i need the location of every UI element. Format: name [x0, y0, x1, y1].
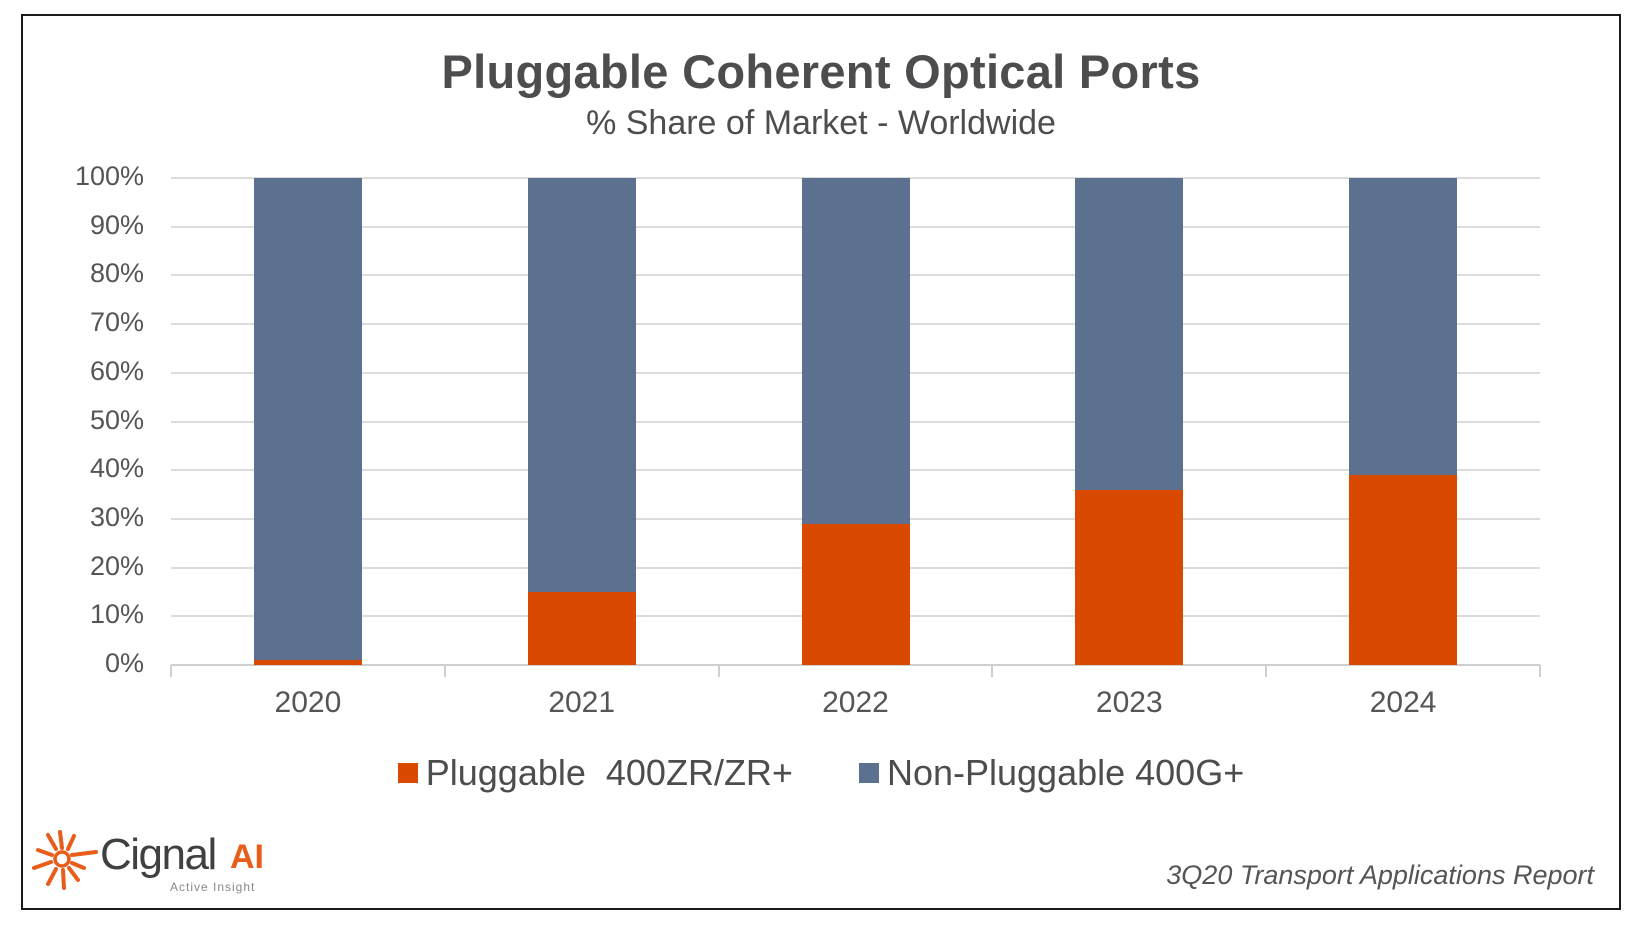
y-tick-label: 0% — [104, 648, 144, 678]
segment-non-pluggable — [527, 178, 636, 592]
y-tick-label: 60% — [89, 355, 144, 386]
legend: Pluggable 400ZR/ZR+ Non-Pluggable 400G+ — [0, 752, 1642, 794]
bar-2022 — [801, 178, 910, 665]
segment-pluggable — [1075, 489, 1184, 665]
x-tick-label: 2021 — [548, 686, 616, 719]
y-tick-label: 80% — [89, 258, 144, 289]
legend-item-pluggable: Pluggable 400ZR/ZR+ — [397, 752, 793, 794]
y-tick-label: 40% — [89, 453, 144, 484]
x-tick — [991, 665, 994, 677]
report-source: 3Q20 Transport Applications Report — [1166, 860, 1594, 890]
x-tick — [1539, 665, 1541, 677]
x-tick-label: 2023 — [1095, 686, 1163, 719]
sunburst-icon — [32, 830, 98, 890]
gridline — [171, 177, 1540, 179]
y-tick-label: 100% — [74, 161, 144, 191]
x-tick — [1265, 665, 1268, 677]
segment-pluggable — [527, 591, 636, 665]
x-tick — [170, 665, 172, 677]
segment-pluggable — [253, 660, 362, 665]
segment-non-pluggable — [1075, 178, 1184, 490]
x-axis-line — [171, 664, 1540, 666]
legend-label-non-pluggable: Non-Pluggable 400G+ — [886, 752, 1245, 793]
legend-label-pluggable: Pluggable 400ZR/ZR+ — [425, 752, 793, 793]
x-tick — [443, 665, 446, 677]
chart-title: Pluggable Coherent Optical Ports — [441, 45, 1201, 98]
bar-2023 — [1075, 178, 1184, 665]
y-tick-label: 50% — [89, 404, 144, 435]
x-tick-label: 2020 — [274, 686, 342, 719]
segment-non-pluggable — [1349, 178, 1458, 476]
logo-wordmark: Cignal — [100, 830, 217, 879]
y-tick-label: 10% — [89, 599, 144, 630]
segment-pluggable — [1349, 475, 1458, 665]
logo-ai: AI — [230, 838, 264, 876]
x-tick — [717, 665, 720, 677]
segment-non-pluggable — [801, 178, 910, 524]
x-tick-label: 2022 — [822, 686, 889, 719]
legend-swatch-pluggable — [397, 763, 418, 783]
y-tick-label: 20% — [89, 550, 144, 581]
plot-area — [170, 177, 1541, 677]
bar-2024 — [1349, 178, 1458, 665]
legend-swatch-non-pluggable — [858, 763, 879, 783]
y-tick-label: 70% — [89, 307, 144, 338]
y-tick-label: 90% — [89, 209, 144, 240]
bar-2021 — [527, 178, 636, 665]
legend-item-non-pluggable: Non-Pluggable 400G+ — [858, 752, 1245, 794]
logo-tagline: Active Insight — [170, 880, 256, 894]
segment-non-pluggable — [253, 178, 362, 661]
x-tick-label: 2024 — [1369, 686, 1437, 719]
y-tick-label: 30% — [89, 501, 144, 532]
chart-subtitle: % Share of Market - Worldwide — [586, 104, 1056, 142]
bar-2020 — [253, 178, 362, 665]
cignal-ai-logo: Cignal AI Active Insight — [30, 830, 280, 900]
segment-pluggable — [801, 523, 910, 665]
